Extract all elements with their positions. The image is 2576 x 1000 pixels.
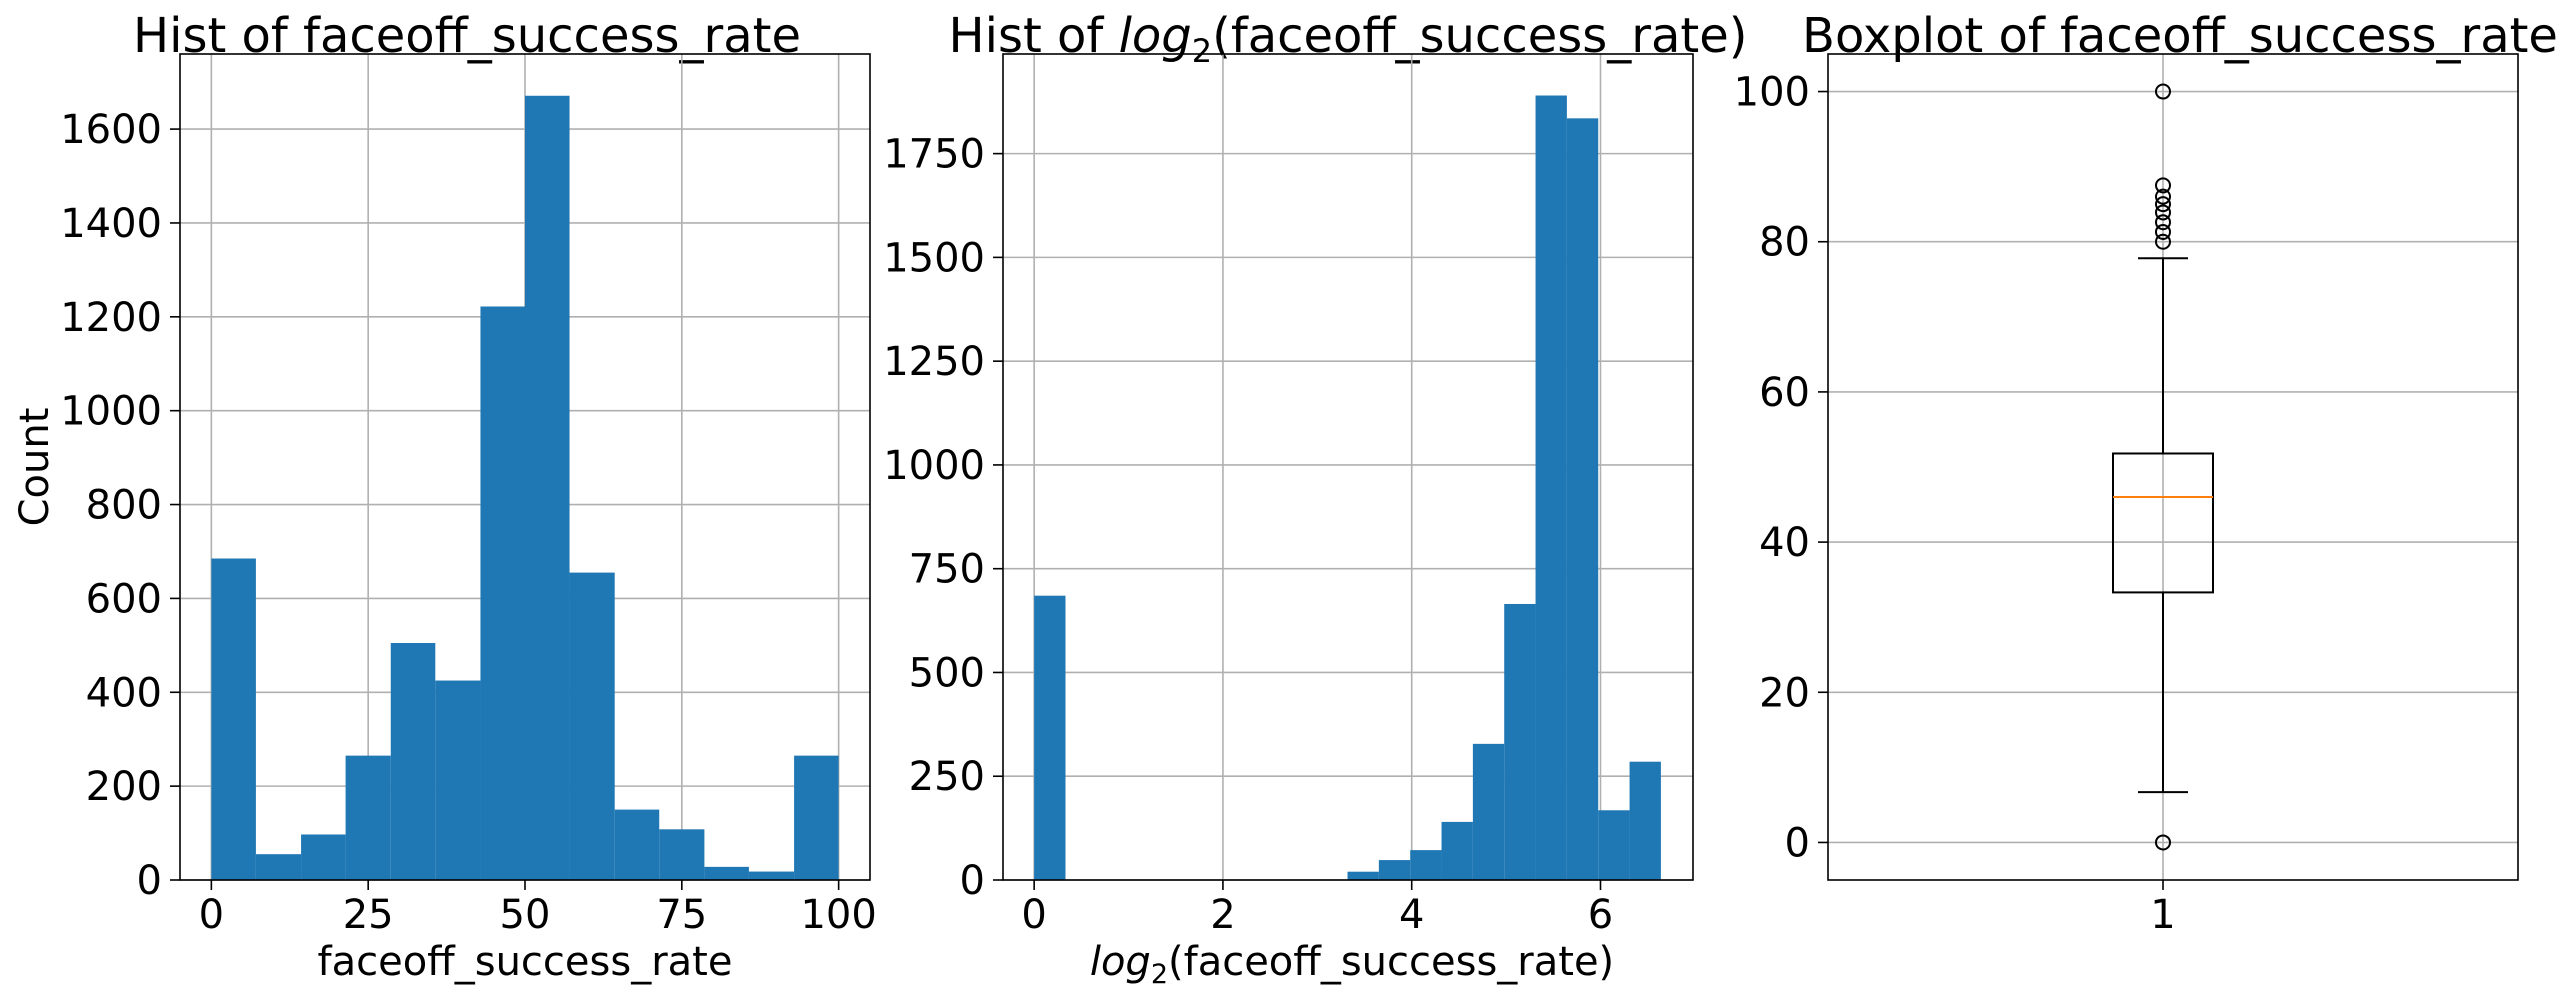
p1-ytick-label-1: 200 (86, 764, 162, 810)
p1-ytick-label-8: 1600 (60, 107, 162, 153)
panel3-x-ticks: 1 (2150, 880, 2176, 938)
p2-ytick-label-7: 1750 (883, 132, 985, 178)
p3-ytick-label-0: 0 (1785, 820, 1810, 866)
p2-bar-2 (1378, 860, 1411, 880)
p2-bar-9 (1598, 810, 1630, 880)
p2-ytick-label-4: 1000 (883, 443, 985, 489)
p2-xtick-label-0: 0 (1021, 892, 1046, 938)
p1-bar-8 (569, 572, 615, 880)
p1-ytick-label-2: 400 (86, 670, 162, 716)
p2-xtick-label-3: 6 (1588, 892, 1613, 938)
panel-hist-raw: Hist of faceoff_success_rate 0 25 50 75 100 … (12, 8, 877, 985)
p2-bar-0 (1034, 595, 1066, 880)
p1-xtick-label-1: 25 (343, 892, 394, 938)
p3-ytick-label-3: 60 (1759, 370, 1810, 416)
p3-ytick-label-5: 100 (1734, 70, 1810, 116)
p1-bar-12 (748, 871, 795, 880)
p3-xtick-label-0: 1 (2150, 892, 2175, 938)
p3-ytick-label-4: 80 (1759, 220, 1810, 266)
panel-boxplot: Boxplot of faceoff_success_rate 1 0 20 40 6… (1734, 8, 2558, 938)
p3-box (2112, 452, 2214, 594)
p3-outlier-3 (2155, 214, 2171, 231)
p1-ytick-label-5: 1000 (60, 389, 162, 435)
p2-ytick-label-5: 1250 (883, 339, 985, 385)
p1-bar-0 (211, 558, 256, 880)
p2-ytick-label-2: 500 (909, 650, 985, 696)
p1-xtick-label-4: 100 (800, 892, 876, 938)
panel1-xlabel: faceoff_success_rate (318, 939, 733, 985)
p2-xtick-label-1: 2 (1210, 892, 1235, 938)
p3-outlier-0 (2155, 834, 2171, 851)
panel2-bars (1034, 95, 1661, 881)
p1-bar-11 (704, 866, 749, 880)
panel3-boxplot (2112, 83, 2214, 851)
p1-xtick-label-2: 50 (500, 892, 551, 938)
p2-xtick-label-2: 4 (1399, 892, 1424, 938)
p2-ytick-label-0: 0 (960, 858, 985, 904)
panel1-ylabel: Count (12, 408, 58, 527)
p1-ytick-label-0: 0 (137, 858, 162, 904)
panel2-y-ticks: 0 250 500 750 1000 1250 1500 1750 (883, 132, 1003, 904)
panel3-y-ticks: 0 20 40 60 80 100 (1734, 70, 1828, 866)
p2-ytick-label-6: 1500 (883, 235, 985, 281)
p2-bar-5 (1472, 743, 1505, 880)
p3-outlier-7 (2155, 177, 2171, 194)
p1-bar-2 (301, 834, 346, 880)
panel2-title: Hist of log2(faceoff_success_rate) (949, 8, 1748, 70)
panel2-x-ticks: 0 2 4 6 (1021, 880, 1613, 938)
p1-bar-9 (614, 809, 660, 880)
p3-outlier-4 (2155, 204, 2171, 221)
p2-bar-1 (1347, 871, 1379, 880)
p3-outlier-8 (2155, 83, 2171, 100)
p1-ytick-label-7: 1400 (60, 201, 162, 247)
p1-bar-13 (794, 755, 839, 880)
p1-bar-10 (659, 829, 705, 880)
panel1-title: Hist of faceoff_success_rate (133, 8, 801, 64)
panel2-frame (1002, 53, 1694, 881)
p1-ytick-label-6: 1200 (60, 295, 162, 341)
p2-ytick-label-3: 750 (909, 547, 985, 593)
p1-bar-6 (480, 306, 525, 881)
p3-outlier-6 (2155, 188, 2171, 205)
p1-xtick-label-3: 75 (656, 892, 707, 938)
p2-bar-3 (1410, 850, 1442, 880)
panel3-frame (1827, 53, 2519, 881)
p2-bar-10 (1629, 761, 1661, 880)
panel3-title: Boxplot of faceoff_success_rate (1802, 8, 2558, 64)
p3-outlier-5 (2155, 196, 2171, 213)
p2-bar-6 (1504, 603, 1536, 880)
p1-xtick-label-0: 0 (199, 892, 224, 938)
p1-bar-5 (435, 680, 481, 880)
p2-bar-7 (1535, 95, 1567, 880)
panel2-xlabel: log2(faceoff_success_rate) (1090, 939, 1614, 990)
p1-ytick-label-3: 600 (86, 576, 162, 622)
p1-bar-1 (255, 854, 302, 880)
p1-ytick-label-4: 800 (86, 483, 162, 529)
p3-outlier-1 (2155, 233, 2171, 250)
panel1-bars (211, 95, 839, 881)
p2-bar-8 (1566, 118, 1599, 881)
p2-ytick-label-1: 250 (909, 754, 985, 800)
p3-outlier-2 (2155, 223, 2171, 240)
p1-bar-3 (345, 755, 391, 880)
p2-bar-4 (1441, 821, 1473, 880)
panel1-y-ticks: 0 200 400 600 800 1000 1200 1400 1600 (60, 107, 180, 904)
panel1-x-ticks: 0 25 50 75 100 (199, 880, 877, 938)
panel3-grid (1828, 54, 2518, 880)
p1-bar-7 (525, 95, 570, 881)
p3-ytick-label-1: 20 (1759, 670, 1810, 716)
p1-bar-4 (390, 642, 436, 880)
p3-ytick-label-2: 40 (1759, 520, 1810, 566)
